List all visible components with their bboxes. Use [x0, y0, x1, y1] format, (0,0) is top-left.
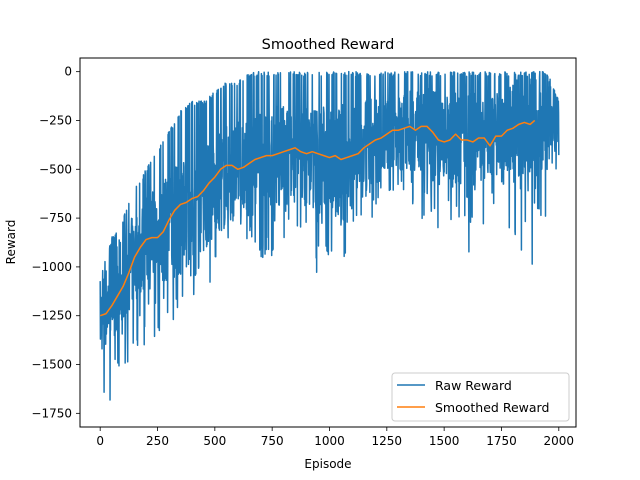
x-tick-label: 1500: [429, 434, 460, 448]
x-tick-label: 0: [96, 434, 104, 448]
y-tick-label: −1750: [31, 406, 72, 420]
legend-box: [391, 372, 570, 422]
y-tick-label: 0: [64, 65, 72, 79]
legend: Raw Reward Smoothed Reward: [391, 372, 570, 422]
y-axis: 0 −250 −500 −750 −1000 −1250 −1500 −1750: [31, 65, 80, 420]
y-tick-label: −1250: [31, 309, 72, 323]
chart-title: Smoothed Reward: [262, 37, 395, 53]
x-tick-label: 750: [261, 434, 284, 448]
y-tick-label: −250: [39, 113, 72, 127]
y-axis-title: Reward: [4, 220, 18, 265]
series-layer: [99, 70, 560, 401]
x-tick-label: 1250: [372, 434, 403, 448]
y-tick-label: −500: [39, 162, 72, 176]
x-axis-title: Episode: [304, 457, 351, 471]
x-tick-label: 1750: [486, 434, 517, 448]
y-tick-label: −1500: [31, 358, 72, 372]
legend-label-raw: Raw Reward: [435, 378, 512, 393]
x-tick-label: 500: [203, 434, 226, 448]
x-axis: 0 250 500 750 1000 1250 1500 1750 2000: [96, 427, 574, 448]
x-tick-label: 1000: [314, 434, 345, 448]
legend-label-smoothed: Smoothed Reward: [435, 400, 549, 415]
series-line-smoothed-reward: [99, 119, 536, 317]
y-tick-label: −1000: [31, 260, 72, 274]
x-tick-label: 2000: [544, 434, 575, 448]
x-tick-label: 250: [146, 434, 169, 448]
y-tick-label: −750: [39, 211, 72, 225]
plot-frame: [79, 57, 577, 428]
